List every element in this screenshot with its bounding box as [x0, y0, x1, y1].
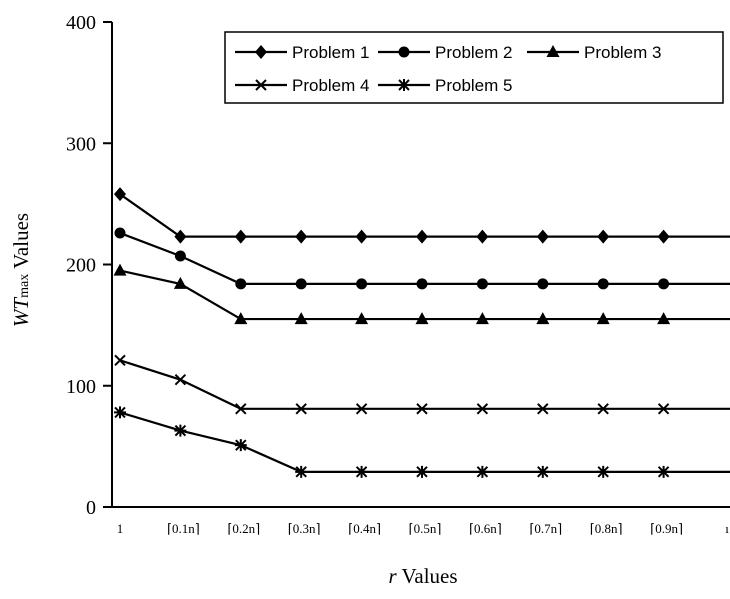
marker-star — [416, 465, 428, 478]
marker-star — [476, 465, 489, 478]
marker-x — [597, 403, 609, 415]
y-tick-label: 400 — [66, 12, 96, 34]
x-tick-label: ⌈0.2n⌉ — [227, 521, 260, 536]
marker-diamond — [657, 229, 670, 244]
marker-diamond — [416, 229, 428, 244]
y-tick-label: 100 — [66, 376, 96, 398]
marker-x — [355, 403, 368, 415]
legend-box — [224, 31, 724, 104]
marker-star — [174, 424, 187, 437]
series-3 — [113, 263, 730, 325]
marker-diamond — [476, 229, 489, 244]
marker-triangle — [657, 312, 671, 325]
series-5 — [114, 406, 730, 478]
marker-circle — [658, 278, 670, 290]
marker-diamond — [597, 229, 610, 244]
series-line — [119, 269, 730, 321]
marker-triangle — [475, 312, 489, 325]
marker-circle — [398, 46, 410, 58]
marker-x — [476, 403, 489, 415]
marker-circle — [295, 278, 307, 290]
marker-diamond — [536, 229, 549, 244]
marker-triangle — [546, 45, 560, 57]
marker-star — [657, 465, 670, 478]
marker-star — [355, 465, 368, 478]
y-tick-label: 200 — [66, 255, 96, 277]
marker-circle — [235, 278, 247, 290]
x-tick-label: 1 — [117, 521, 124, 536]
marker-triangle — [173, 276, 187, 289]
series-4 — [114, 354, 730, 415]
x-axis-ticks: 1 ⌈0.1n⌉ ⌈0.2n⌉ ⌈0.3n⌉ ⌈0.4n⌉ ⌈0.5n⌉ ⌈0.6n⌉ ⌈0.… — [117, 521, 729, 536]
x-tick-label: ⌈0.9n⌉ — [650, 521, 683, 536]
marker-x — [235, 403, 247, 415]
marker-diamond — [295, 229, 308, 244]
legend-label: Problem 3 — [584, 43, 661, 62]
series-2 — [114, 227, 730, 290]
x-tick-label: ⌈0.4n⌉ — [348, 521, 381, 536]
legend-label: Problem 1 — [292, 43, 369, 62]
legend-label: Problem 4 — [292, 76, 369, 95]
x-tick-label: ⌈0.8n⌉ — [590, 521, 623, 536]
marker-star — [398, 79, 410, 91]
marker-x — [657, 403, 670, 415]
marker-triangle — [113, 263, 127, 276]
marker-x — [295, 403, 307, 415]
series-line — [119, 193, 730, 238]
marker-x — [416, 403, 428, 415]
marker-triangle — [355, 312, 369, 325]
y-axis-ticks: 0 100 200 300 400 — [66, 12, 112, 519]
x-tick-label: ı — [725, 521, 729, 536]
legend: Problem 1 Problem 2 Problem 3 Problem 4 Prob… — [224, 31, 724, 104]
legend-entry: Problem 3 — [527, 43, 661, 62]
marker-triangle — [536, 312, 550, 325]
x-tick-label: ⌈0.5n⌉ — [409, 521, 442, 536]
marker-circle — [597, 278, 609, 290]
legend-entry: Problem 5 — [378, 76, 512, 95]
legend-label: Problem 2 — [435, 43, 512, 62]
x-tick-label: ⌈0.6n⌉ — [469, 521, 502, 536]
marker-circle — [356, 278, 368, 290]
series-line — [119, 359, 730, 410]
series-line — [119, 411, 730, 473]
x-tick-label: ⌈0.7n⌉ — [529, 521, 562, 536]
marker-triangle — [234, 312, 248, 325]
marker-x — [174, 373, 187, 386]
marker-triangle — [294, 312, 308, 325]
x-tick-label: ⌈0.1n⌉ — [167, 521, 200, 536]
x-axis-title: r Values — [388, 564, 457, 588]
marker-diamond — [355, 229, 368, 244]
marker-circle — [114, 227, 126, 239]
y-tick-label: 300 — [66, 133, 96, 155]
legend-entry: Problem 1 — [235, 43, 369, 62]
legend-label: Problem 5 — [435, 76, 512, 95]
marker-diamond — [234, 229, 247, 244]
marker-star — [597, 465, 610, 478]
legend-entry: Problem 4 — [235, 76, 369, 95]
marker-diamond — [255, 45, 267, 59]
y-axis-title: WTmax Values — [9, 213, 33, 327]
marker-star — [536, 465, 549, 478]
series-group — [113, 187, 730, 478]
y-tick-label: 0 — [86, 497, 96, 519]
marker-diamond — [174, 229, 187, 244]
legend-entry: Problem 2 — [378, 43, 512, 62]
marker-x — [114, 354, 126, 366]
marker-x — [255, 79, 267, 91]
marker-triangle — [596, 312, 610, 325]
marker-star — [295, 465, 308, 478]
marker-diamond — [114, 187, 126, 202]
marker-circle — [416, 278, 428, 290]
marker-x — [537, 403, 549, 415]
marker-triangle — [415, 312, 429, 325]
series-1 — [114, 187, 730, 244]
marker-circle — [537, 278, 549, 290]
marker-circle — [174, 250, 186, 262]
marker-star — [234, 439, 247, 452]
series-line — [119, 231, 730, 285]
marker-star — [114, 406, 126, 419]
marker-circle — [476, 278, 488, 290]
x-tick-label: ⌈0.3n⌉ — [288, 521, 321, 536]
